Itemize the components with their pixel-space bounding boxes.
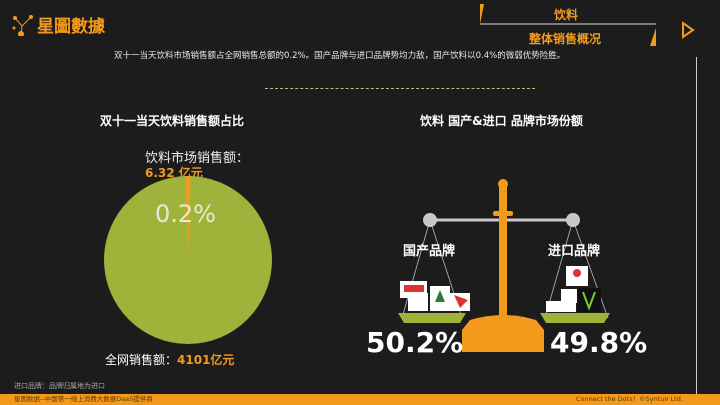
total-value: 4101亿元 — [177, 353, 235, 367]
constellation-icon — [12, 14, 33, 36]
description: 双十一当天饮料市场销售额占全网销售总额的0.2%。国产品牌与进口品牌势均力敌，国… — [114, 51, 566, 61]
brand-name: 星圖數據 — [37, 17, 105, 37]
imported-brand-logos — [546, 266, 601, 312]
category-title: 饮料 — [553, 8, 578, 22]
pie-slice-drink — [185, 176, 191, 260]
drink-label: 饮料市场销售额： — [145, 151, 250, 166]
footer-right: Connect the Dots！©Syntun Ltd. — [576, 395, 683, 403]
section-subtitle: 整体销售概况 — [528, 32, 601, 46]
right-title: 饮料 国产&进口 品牌市场份额 — [420, 114, 583, 128]
footnote: 进口品牌：品牌归属地为进口 — [14, 382, 105, 390]
pie-chart — [104, 176, 272, 344]
domestic-label: 国产品牌 — [403, 244, 456, 259]
total-sales: 全网销售额：4101亿元 — [105, 351, 234, 368]
footer-bar: 星图数据--中国第一线上消费大数据DaaS提供商 Connect the Dot… — [0, 394, 720, 405]
brand-logo: 星圖數據 — [12, 12, 105, 37]
domestic-brand-logos — [400, 281, 470, 311]
divider — [696, 57, 697, 405]
next-page-icon[interactable] — [680, 20, 696, 40]
header-frame — [480, 4, 656, 46]
footer-left: 星图数据--中国第一线上消费大数据DaaS提供商 — [14, 395, 153, 403]
imported-share: 49.8% — [550, 326, 648, 359]
total-label: 全网销售额： — [105, 353, 178, 367]
pie-percent-label: 0.2% — [155, 200, 216, 228]
domestic-share: 50.2% — [366, 326, 464, 359]
balance-scale — [398, 179, 610, 352]
left-title: 双十一当天饮料销售额占比 — [100, 114, 245, 128]
dashed-divider — [265, 88, 535, 89]
imported-label: 进口品牌 — [548, 244, 601, 259]
